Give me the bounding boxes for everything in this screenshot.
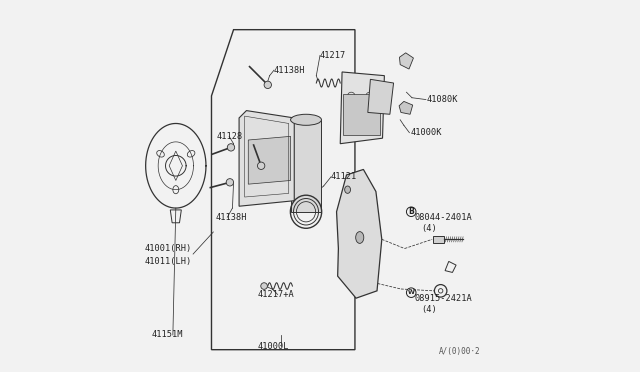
Text: B: B — [408, 207, 414, 216]
Text: (4): (4) — [421, 224, 437, 233]
Text: 41080K: 41080K — [427, 95, 458, 104]
Text: 41001(RH): 41001(RH) — [144, 244, 191, 253]
Bar — [291, 120, 321, 212]
Circle shape — [226, 179, 234, 186]
Ellipse shape — [291, 114, 321, 125]
Text: A/(0)00·2: A/(0)00·2 — [438, 347, 480, 356]
Bar — [343, 94, 380, 135]
Text: 41151M: 41151M — [152, 330, 183, 340]
Text: 41138H: 41138H — [215, 213, 246, 222]
Polygon shape — [399, 102, 413, 114]
Bar — [433, 235, 444, 243]
Polygon shape — [399, 53, 413, 69]
Polygon shape — [248, 137, 291, 184]
Polygon shape — [337, 170, 382, 298]
Polygon shape — [340, 72, 385, 144]
Circle shape — [257, 162, 265, 170]
Text: 41217: 41217 — [320, 51, 346, 60]
Text: 41128: 41128 — [217, 132, 243, 141]
Text: 41011(LH): 41011(LH) — [144, 257, 191, 266]
Text: 41000K: 41000K — [410, 128, 442, 137]
Text: (4): (4) — [421, 305, 437, 314]
Circle shape — [260, 283, 268, 289]
Text: W: W — [408, 290, 415, 295]
Text: 41000L: 41000L — [257, 341, 289, 350]
Polygon shape — [368, 79, 394, 114]
Circle shape — [227, 144, 235, 151]
Text: 08915-2421A: 08915-2421A — [415, 294, 473, 303]
Ellipse shape — [345, 186, 351, 193]
Polygon shape — [239, 110, 294, 206]
Text: 41121: 41121 — [331, 172, 357, 181]
Text: 08044-2401A: 08044-2401A — [415, 213, 473, 222]
Text: 41138H: 41138H — [274, 65, 305, 75]
Text: 41217+A: 41217+A — [257, 290, 294, 299]
Circle shape — [264, 81, 271, 89]
Ellipse shape — [356, 232, 364, 243]
